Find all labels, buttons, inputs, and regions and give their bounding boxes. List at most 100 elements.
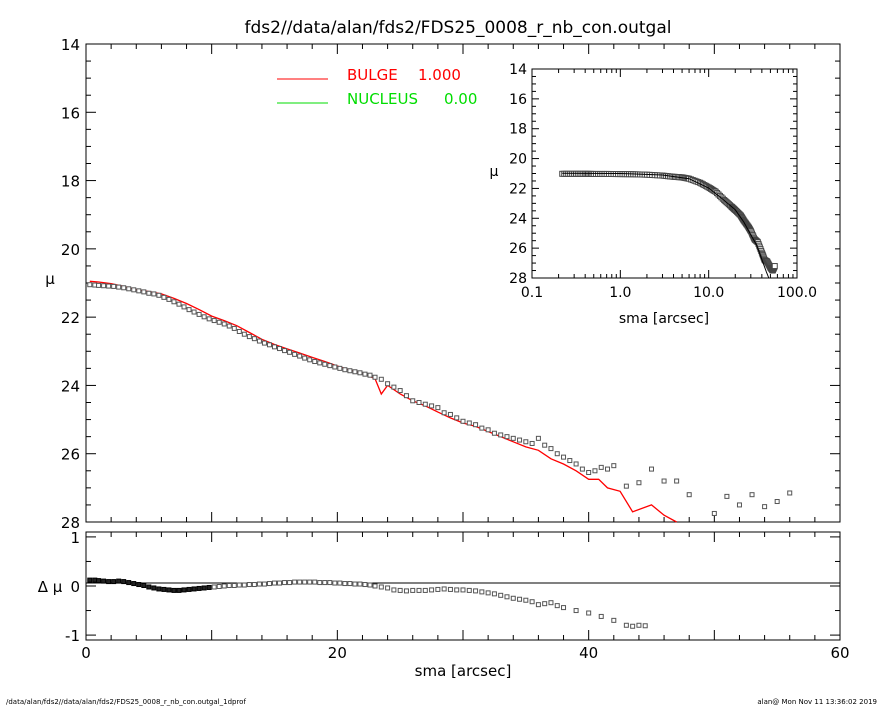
residual-point xyxy=(447,586,453,592)
inset-panel: 14 16 18 20 22 24 26 280.1 1.0 10.0 100.0 μ sma [a… xyxy=(478,60,835,335)
data-point xyxy=(592,468,598,474)
residual-point xyxy=(623,622,629,628)
data-point xyxy=(161,294,167,300)
data-point xyxy=(510,435,516,441)
residual-point xyxy=(357,581,363,587)
data-point xyxy=(136,288,142,294)
residual-y-tick-label: 1 xyxy=(70,529,80,547)
chart-title: fds2//data/alan/fds2/FDS25_0008_r_nb_con… xyxy=(245,18,672,38)
residual-point xyxy=(101,578,107,584)
residual-point xyxy=(266,581,272,587)
data-point xyxy=(736,502,742,508)
data-point xyxy=(573,461,579,467)
residual-point xyxy=(479,589,485,595)
data-point xyxy=(206,316,212,322)
inset-y-tick-label: 22 xyxy=(509,181,527,197)
residual-point xyxy=(454,587,460,593)
data-point xyxy=(498,432,504,438)
data-point xyxy=(605,466,611,472)
residual-point xyxy=(473,588,479,594)
legend-nucleus-name: NUCLEUS xyxy=(347,90,418,108)
main-series-layer xyxy=(87,280,793,523)
data-point xyxy=(312,359,318,365)
data-point xyxy=(749,492,755,498)
main-y-tick-label: 20 xyxy=(61,241,80,259)
residual-point xyxy=(317,580,323,586)
residual-x-tick-label: 60 xyxy=(830,644,849,662)
inset-bulge-line xyxy=(562,172,770,279)
data-point xyxy=(171,299,177,305)
inset-y-axis-label: μ xyxy=(490,164,499,180)
data-point xyxy=(403,393,409,399)
residual-point xyxy=(378,584,384,590)
data-point xyxy=(441,410,447,416)
data-point xyxy=(111,283,117,289)
residual-x-tick-label: 0 xyxy=(81,644,91,662)
residual-point xyxy=(347,581,353,587)
data-point xyxy=(561,454,567,460)
residual-point xyxy=(272,580,277,586)
data-point xyxy=(548,446,554,452)
residual-point xyxy=(87,577,93,583)
data-point xyxy=(211,318,217,324)
data-point xyxy=(485,427,491,433)
data-point xyxy=(391,384,397,390)
main-y-tick-label: 18 xyxy=(61,173,80,191)
data-point xyxy=(711,510,717,516)
main-y-tick-label: 22 xyxy=(61,309,80,327)
data-point xyxy=(397,388,403,394)
data-point xyxy=(416,400,422,405)
data-point xyxy=(523,439,529,445)
residual-point xyxy=(611,617,617,623)
data-point xyxy=(277,346,283,352)
main-y-tick-label: 26 xyxy=(61,446,80,464)
inset-data-point xyxy=(771,263,778,270)
residual-axis-ticks: 10-10 20 40 60 xyxy=(65,529,850,662)
residual-point xyxy=(362,582,368,588)
data-point xyxy=(367,372,373,378)
data-point xyxy=(337,365,343,371)
data-point xyxy=(196,311,202,317)
residual-point xyxy=(236,582,242,588)
residual-panel: 10-10 20 40 60 Δ μ sma [arcsec] xyxy=(38,529,850,680)
data-point xyxy=(146,290,152,296)
residual-point xyxy=(206,584,212,590)
inset-y-tick-label: 14 xyxy=(509,62,527,78)
residual-point xyxy=(126,580,132,586)
data-point xyxy=(410,398,416,404)
residual-point xyxy=(422,587,428,593)
residual-point xyxy=(385,585,391,591)
residual-y-axis-label: Δ μ xyxy=(38,578,63,596)
inset-axis-ticks: 14 16 18 20 22 24 26 280.1 1.0 10.0 100.0 xyxy=(509,62,817,301)
data-point xyxy=(151,291,157,297)
data-point xyxy=(787,490,793,496)
data-point xyxy=(256,338,262,344)
data-point xyxy=(535,435,541,441)
data-point xyxy=(674,478,680,484)
residual-point xyxy=(146,584,152,590)
residual-point xyxy=(352,581,358,587)
data-point xyxy=(236,328,242,334)
data-point xyxy=(357,370,363,376)
data-point xyxy=(347,368,353,374)
data-point xyxy=(342,367,348,373)
data-point xyxy=(201,314,207,320)
residual-point xyxy=(282,580,288,586)
data-point xyxy=(774,499,780,505)
residual-point xyxy=(216,583,222,589)
data-point xyxy=(385,381,391,387)
residual-point xyxy=(111,579,117,585)
data-point xyxy=(307,357,313,363)
residual-point xyxy=(332,580,338,586)
inset-plot-background xyxy=(478,60,835,335)
residual-point xyxy=(498,592,504,598)
data-point xyxy=(352,369,358,375)
main-y-tick-label: 16 xyxy=(61,104,80,122)
residual-point xyxy=(642,623,648,629)
residual-point xyxy=(116,578,122,584)
data-point xyxy=(378,376,384,382)
main-panel: 14 16 18 20 22 24 26 28 μ xyxy=(45,36,841,532)
data-point xyxy=(447,411,453,417)
residual-y-tick-label: -1 xyxy=(65,627,80,645)
